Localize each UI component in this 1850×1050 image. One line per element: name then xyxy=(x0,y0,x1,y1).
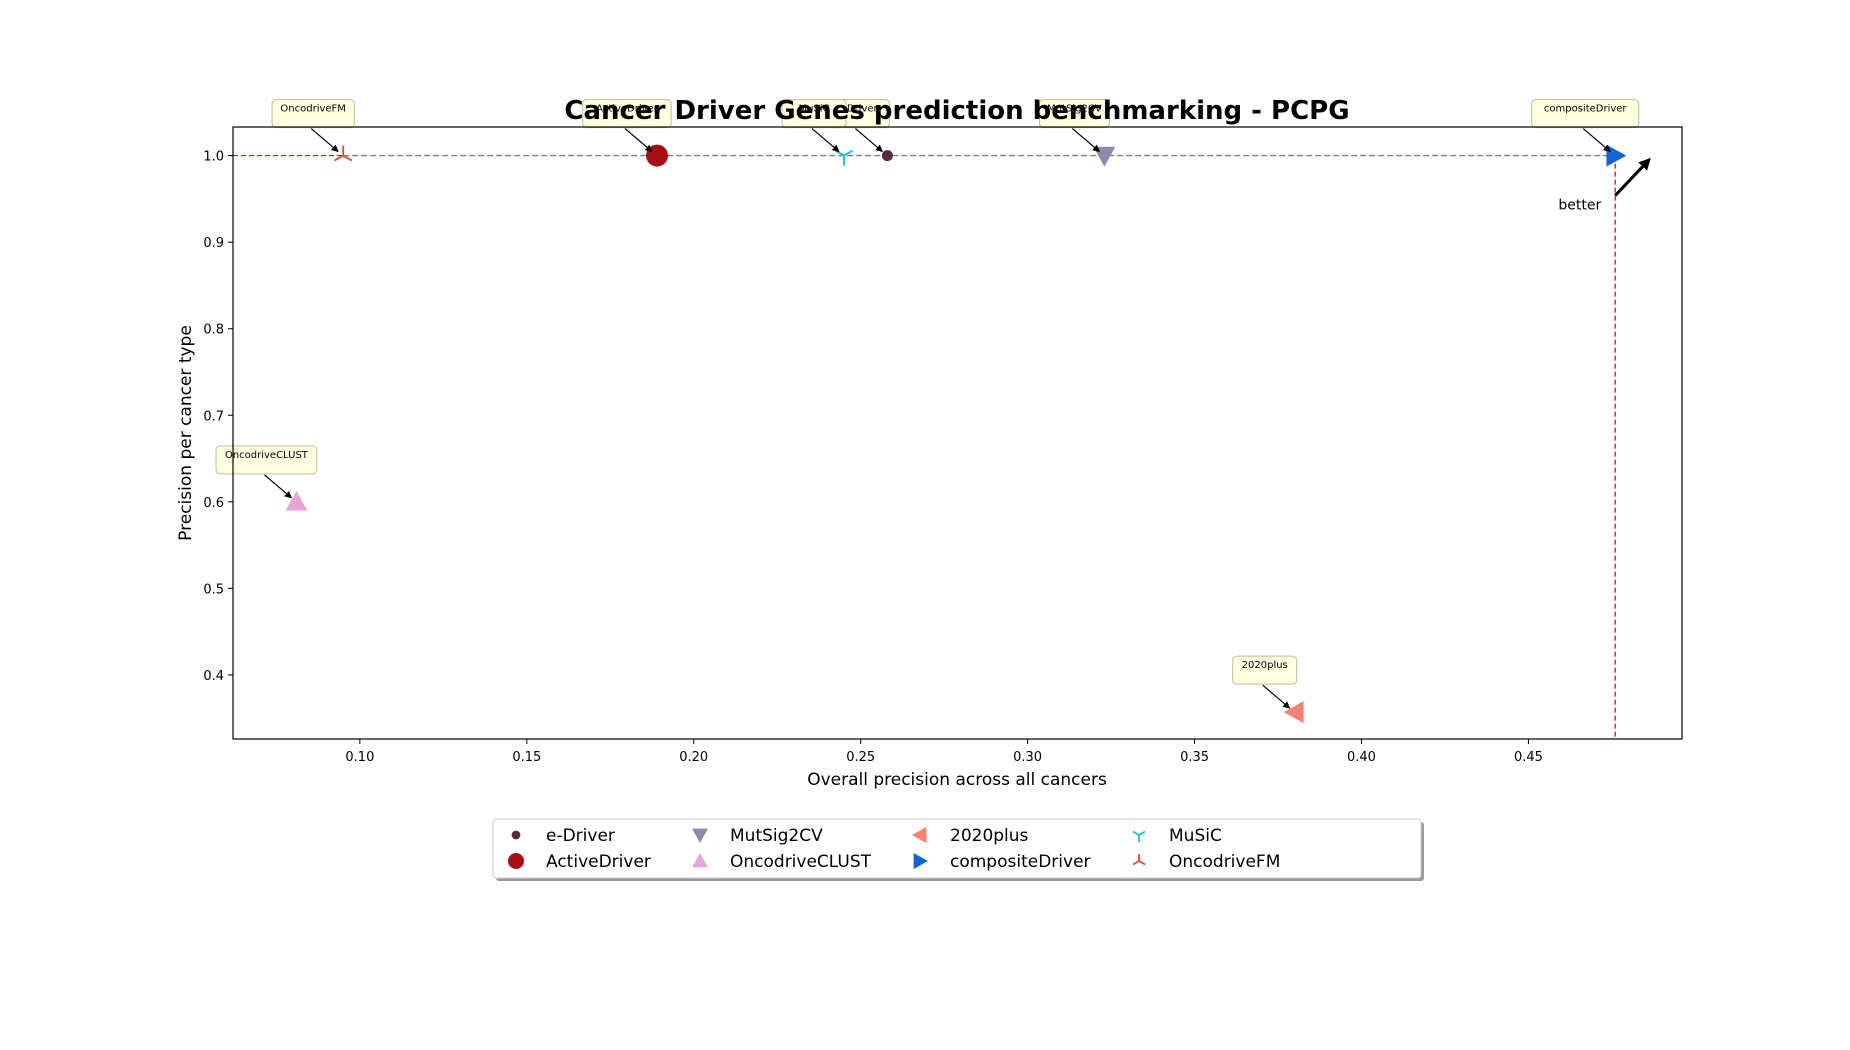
point-annotation: ActiveDriver xyxy=(582,99,672,153)
legend-label: OncodriveFM xyxy=(1169,852,1280,872)
data-point xyxy=(1283,701,1304,724)
x-tick-label: 0.25 xyxy=(846,750,875,765)
better-label: better xyxy=(1558,198,1601,214)
y-axis-label: Precision per cancer type xyxy=(176,325,196,541)
x-tick-label: 0.20 xyxy=(679,750,708,765)
legend-item: e-Driver xyxy=(511,826,615,846)
legend-item: MutSig2CV xyxy=(692,826,823,846)
legend-label: MuSiC xyxy=(1169,826,1222,846)
legend-swatch xyxy=(508,853,524,869)
point-annotation: MuSiC xyxy=(781,99,847,153)
x-tick-label: 0.35 xyxy=(1180,750,1209,765)
legend-item: OncodriveCLUST xyxy=(692,852,872,872)
annotation-label: 2020plus xyxy=(1242,660,1288,671)
x-tick-label: 0.30 xyxy=(1013,750,1042,765)
legend: e-Driver ActiveDriver MutSig2CV OncodriveCL… xyxy=(492,818,1424,881)
legend-swatch xyxy=(912,827,927,843)
y-tick-label: 0.8 xyxy=(203,323,224,338)
x-axis-label: Overall precision across all cancers xyxy=(807,770,1107,790)
y-tick-label: 0.5 xyxy=(203,582,224,597)
y-tick-label: 0.4 xyxy=(203,669,224,684)
legend-swatch xyxy=(692,828,708,843)
data-point xyxy=(334,145,353,162)
y-tick-label: 0.6 xyxy=(203,496,224,511)
annotation-label: MutSig2CV xyxy=(1047,104,1102,115)
point-annotation: OncodriveCLUST xyxy=(215,445,318,499)
legend-box xyxy=(492,818,1422,879)
chart-title: Cancer Driver Genes prediction benchmark… xyxy=(564,96,1349,126)
x-tick-label: 0.40 xyxy=(1347,750,1376,765)
legend-label: compositeDriver xyxy=(950,852,1091,872)
annotation-label: compositeDriver xyxy=(1544,104,1628,115)
legend-swatch xyxy=(1132,830,1146,842)
annotation-label: OncodriveCLUST xyxy=(225,450,309,461)
point-annotation: 2020plus xyxy=(1232,655,1298,709)
legend-swatch xyxy=(913,853,928,869)
y-tick-label: 1.0 xyxy=(203,150,224,165)
legend-item: MuSiC xyxy=(1132,826,1222,846)
plot-area-frame xyxy=(232,126,1683,740)
legend-label: OncodriveCLUST xyxy=(730,852,872,872)
y-tick-label: 0.9 xyxy=(203,236,224,251)
point-annotation: OncodriveFM xyxy=(271,99,355,153)
legend-label: ActiveDriver xyxy=(546,852,651,872)
legend-item: OncodriveFM xyxy=(1132,852,1280,872)
annotation-label: MuSiC xyxy=(798,104,829,115)
legend-label: e-Driver xyxy=(546,826,615,846)
reference-lines xyxy=(233,154,1616,739)
point-annotation: compositeDriver xyxy=(1531,99,1640,153)
data-point xyxy=(646,144,669,167)
annotation-label: ActiveDriver xyxy=(596,104,659,115)
x-tick-label: 0.45 xyxy=(1514,750,1543,765)
legend-item: ActiveDriver xyxy=(508,852,651,872)
data-point xyxy=(881,150,893,162)
legend-label: 2020plus xyxy=(950,826,1029,846)
annotation-label: OncodriveFM xyxy=(280,104,346,115)
legend-swatch xyxy=(1132,854,1146,866)
legend-label: MutSig2CV xyxy=(730,826,823,846)
legend-swatch xyxy=(511,830,521,840)
data-point xyxy=(285,490,308,511)
x-tick-label: 0.10 xyxy=(345,750,374,765)
legend-item: compositeDriver xyxy=(913,852,1091,872)
legend-swatch xyxy=(692,853,708,868)
annotations: e-Driver ActiveDriver MutSig2CV OncodriveCL… xyxy=(215,99,1651,709)
better-arrow: better xyxy=(1558,157,1651,214)
axes: 0.10 0.15 0.20 0.25 0.30 0.35 0.40 0.45 0.4 0.5 0.… xyxy=(203,150,1543,765)
annotation-label: e-Driver xyxy=(837,104,878,115)
y-tick-label: 0.7 xyxy=(203,409,224,424)
data-point xyxy=(1606,144,1627,167)
x-tick-label: 0.15 xyxy=(512,750,541,765)
legend-item: 2020plus xyxy=(912,826,1029,846)
